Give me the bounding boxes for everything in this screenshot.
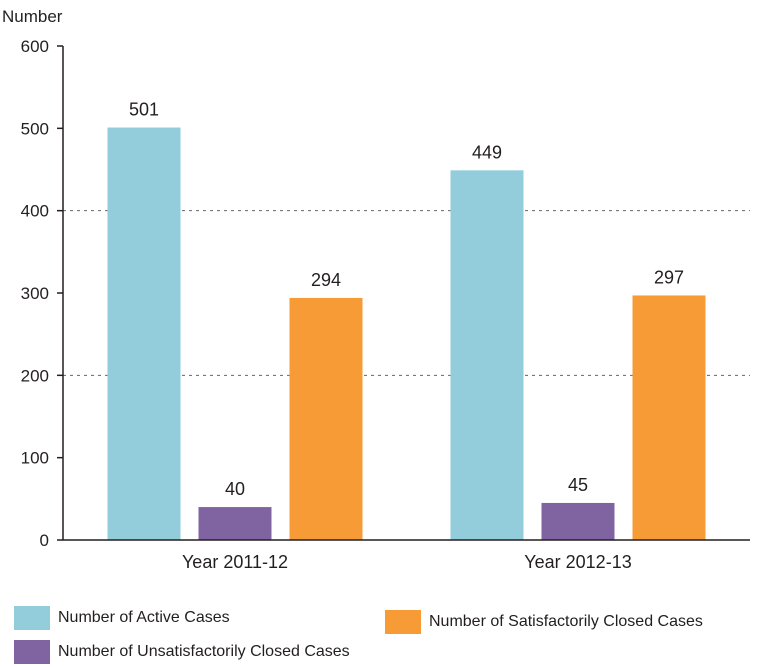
- y-tick-label: 500: [21, 119, 49, 138]
- bar-value-label: 501: [129, 100, 159, 120]
- legend-label-unsatisfactory: Number of Unsatisfactorily Closed Cases: [58, 643, 350, 660]
- bar-value-label: 294: [311, 270, 341, 290]
- legend-item-satisfactory: Number of Satisfactorily Closed Cases: [385, 610, 703, 634]
- bar: [289, 297, 363, 540]
- y-tick-label: 600: [21, 37, 49, 56]
- bar-value-label: 297: [654, 267, 684, 287]
- bar-value-label: 40: [225, 479, 245, 499]
- y-tick-label: 300: [21, 284, 49, 303]
- bar-value-label: 449: [472, 142, 502, 162]
- legend-swatch-unsatisfactory: [14, 640, 50, 664]
- bar: [107, 127, 181, 540]
- bar: [450, 170, 524, 540]
- y-tick-label: 400: [21, 202, 49, 221]
- legend-item-active: Number of Active Cases: [14, 606, 230, 630]
- bar-value-label: 45: [568, 475, 588, 495]
- y-tick-label: 200: [21, 366, 49, 385]
- legend-item-unsatisfactory: Number of Unsatisfactorily Closed Cases: [14, 640, 350, 664]
- y-tick-label: 0: [40, 531, 49, 550]
- y-axis-label: Number: [2, 7, 63, 26]
- x-tick-label: Year 2011-12: [182, 552, 288, 572]
- legend-swatch-active: [14, 606, 50, 630]
- bar: [632, 295, 706, 540]
- legend-label-satisfactory: Number of Satisfactorily Closed Cases: [429, 613, 703, 630]
- x-tick-label: Year 2012-13: [524, 552, 631, 572]
- legend-swatch-satisfactory: [385, 610, 421, 634]
- bar: [541, 502, 615, 540]
- bar: [198, 507, 272, 540]
- y-tick-label: 100: [21, 449, 49, 468]
- legend-label-active: Number of Active Cases: [58, 609, 230, 626]
